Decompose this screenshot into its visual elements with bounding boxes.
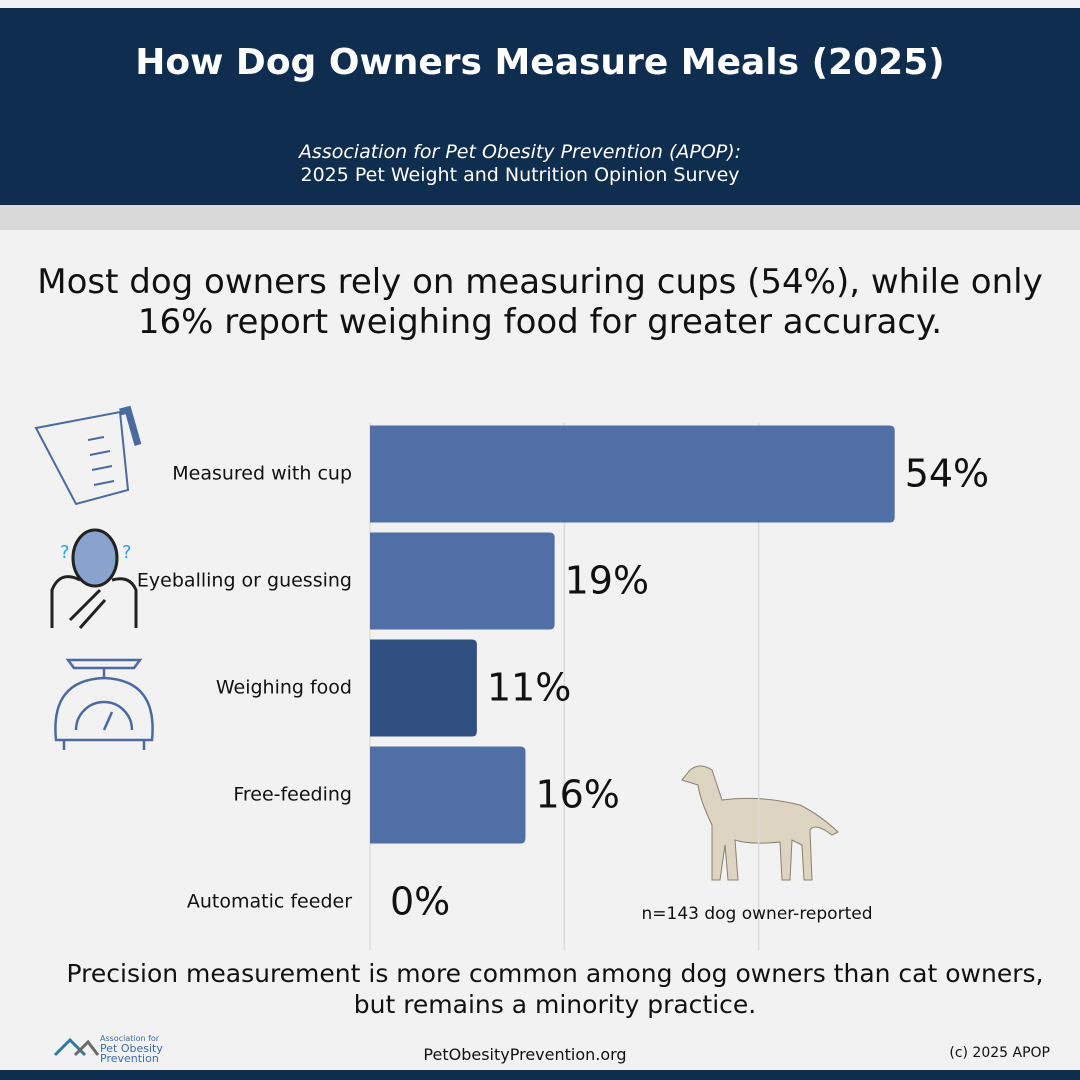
header-band xyxy=(0,8,1080,205)
header-strip xyxy=(0,205,1080,230)
logo-bottom: Prevention xyxy=(100,1052,159,1065)
logo-mid: Pet Obesity xyxy=(100,1042,163,1055)
subtitle-source: Association for Pet Obesity Prevention (… xyxy=(298,141,742,163)
bar xyxy=(370,425,895,523)
value-label: 54% xyxy=(905,452,989,496)
category-label: Eyeballing or guessing xyxy=(137,570,352,592)
category-label: Weighing food xyxy=(216,677,352,699)
category-label: Measured with cup xyxy=(172,463,352,485)
footer-band xyxy=(0,1070,1080,1080)
title: How Dog Owners Measure Meals (2025) xyxy=(135,42,945,83)
bar xyxy=(370,639,477,737)
copyright: (c) 2025 APOP xyxy=(949,1045,1050,1061)
dog-illustration xyxy=(681,765,839,881)
footer-note: Precision measurement is more common amo… xyxy=(66,959,1044,1019)
svg-text:?: ? xyxy=(60,542,70,563)
annotation: n=143 dog owner-reported xyxy=(641,904,872,924)
website: PetObesityPrevention.org xyxy=(423,1045,627,1064)
logo-icon xyxy=(53,1037,100,1057)
logo-top: Association for xyxy=(100,1034,160,1043)
svg-text:?: ? xyxy=(122,542,132,563)
person-icon: ? ? xyxy=(50,528,138,629)
bar xyxy=(370,746,526,844)
subtitle-survey: 2025 Pet Weight and Nutrition Opinion Su… xyxy=(300,164,740,186)
category-label: Free-feeding xyxy=(233,784,352,806)
cup-icon xyxy=(34,405,142,506)
value-label: 11% xyxy=(487,666,571,710)
value-label: 19% xyxy=(565,559,649,603)
bar xyxy=(370,532,555,630)
headline: Most dog owners rely on measuring cups (… xyxy=(37,262,1043,342)
category-label: Automatic feeder xyxy=(187,891,352,913)
value-label: 0% xyxy=(390,880,450,924)
scale-icon xyxy=(54,658,154,750)
value-label: 16% xyxy=(535,773,619,817)
